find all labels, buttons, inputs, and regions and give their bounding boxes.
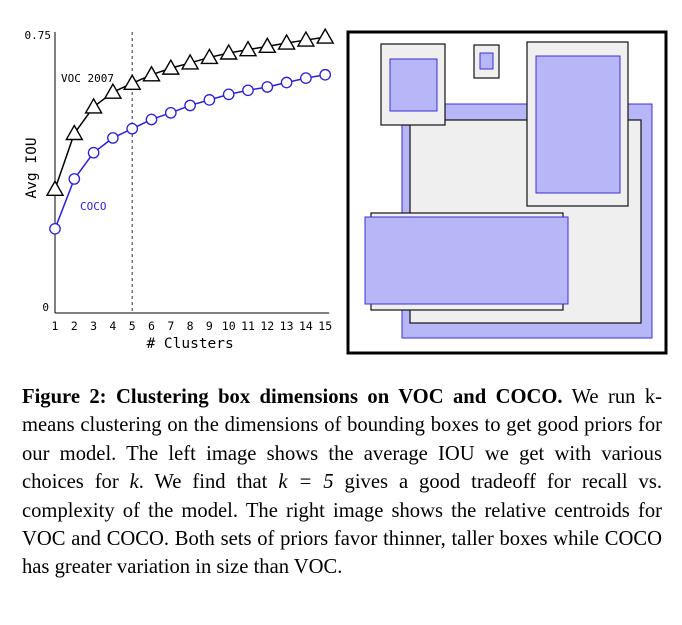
x-axis-label: # Clusters	[146, 336, 233, 352]
coco-point	[68, 173, 81, 185]
voc-point	[84, 97, 103, 114]
voc-point	[65, 124, 84, 141]
y-axis-label: Avg IOU	[24, 137, 40, 198]
voc-point	[200, 48, 219, 65]
caption-k: k	[129, 471, 139, 494]
centroid-boxes-diagram	[346, 30, 668, 355]
x-tick-label: 15	[318, 319, 332, 333]
voc-point	[180, 53, 200, 70]
coco-point	[126, 122, 139, 135]
voc-centroid-box	[473, 44, 500, 79]
voc-point	[296, 30, 316, 47]
voc-point	[258, 36, 277, 54]
caption-k-equals-5: k = 5	[278, 471, 334, 494]
coco-point	[222, 88, 235, 101]
x-tick-label: 7	[167, 319, 174, 333]
figure-caption: Figure 2: Clustering box dimensions on V…	[22, 383, 662, 582]
x-tick-label: 13	[280, 319, 294, 333]
coco-centroid-box	[389, 58, 438, 112]
voc-point	[219, 43, 238, 60]
coco-point	[203, 94, 216, 106]
coco-point	[184, 99, 196, 112]
voc-point	[238, 40, 258, 57]
voc-point	[277, 33, 296, 50]
voc-point	[45, 179, 65, 196]
x-tick-label: 3	[90, 319, 97, 333]
coco-centroid-box	[535, 55, 621, 194]
caption-body-2: . We find that	[138, 471, 279, 494]
x-tick-label: 11	[241, 319, 255, 333]
coco-point	[319, 68, 332, 81]
x-tick-label: 4	[109, 319, 116, 333]
x-tick-label: 8	[187, 319, 194, 333]
x-tick-label: 10	[222, 319, 236, 333]
coco-series-label: COCO	[80, 200, 107, 213]
voc-point	[315, 27, 335, 44]
y-tick-label: 0.75	[25, 29, 52, 42]
coco-point	[145, 113, 158, 126]
x-tick-label: 12	[260, 319, 274, 333]
voc-series-label: VOC 2007	[61, 72, 114, 85]
coco-point	[49, 222, 61, 235]
x-tick-label: 14	[299, 319, 313, 333]
coco-point	[242, 84, 254, 97]
coco-point	[280, 76, 293, 89]
coco-point	[300, 72, 312, 84]
coco-centroid-box	[479, 52, 494, 70]
coco-centroid-box	[364, 216, 569, 305]
caption-body-3: gives a good tradeoff for recall vs. com…	[22, 471, 662, 579]
caption-label: Figure 2:	[22, 386, 107, 408]
figure-2: 1 2 3 4 5 6 7 8 9 10 11 12 13 14 15 0 0.75 # Clusters Avg…	[24, 27, 668, 355]
coco-point	[164, 106, 177, 119]
x-tick-label: 1	[52, 319, 59, 333]
caption-body-1: We run k-means clustering on the dimensi…	[22, 386, 663, 494]
voc-point	[161, 58, 181, 75]
chart-series	[45, 27, 335, 235]
y-tick-label: 0	[42, 301, 49, 314]
x-tick-label: 2	[71, 319, 78, 333]
voc-point	[122, 73, 142, 90]
coco-point	[261, 81, 274, 93]
x-tick-label: 6	[148, 319, 155, 333]
coco-point	[87, 146, 100, 159]
voc-point	[103, 82, 123, 99]
voc-point	[142, 65, 161, 82]
x-tick-label: 9	[206, 319, 213, 333]
chart-labels: # Clusters Avg IOU VOC 2007 COCO	[24, 72, 234, 352]
x-tick-label: 5	[129, 319, 136, 333]
coco-point	[107, 132, 119, 144]
caption-heading: Clustering box dimensions on VOC and COC…	[115, 386, 563, 408]
